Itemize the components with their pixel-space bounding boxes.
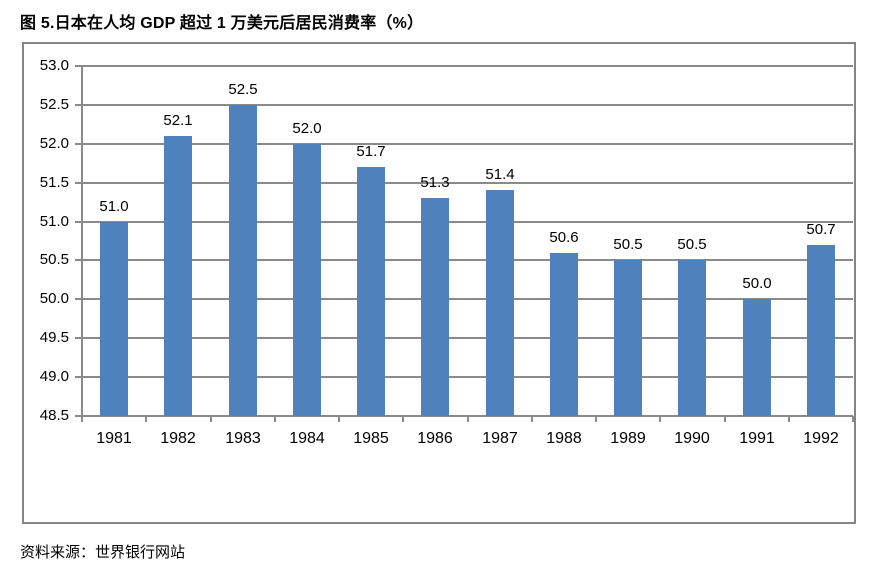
x-axis-tick (338, 416, 340, 422)
x-axis-label-1988: 1988 (546, 430, 582, 447)
x-axis-label-1986: 1986 (417, 430, 453, 447)
y-axis-label: 51.5 (39, 174, 69, 191)
gridline (82, 376, 853, 378)
x-axis-tick (210, 416, 212, 422)
y-axis-tick (75, 221, 82, 223)
x-axis-tick (595, 416, 597, 422)
bar-1988 (550, 253, 578, 416)
x-axis-label-1992: 1992 (803, 430, 839, 447)
y-axis-label: 53.0 (39, 57, 69, 74)
bar-1986 (421, 198, 449, 416)
y-axis-tick (75, 65, 82, 67)
data-label-1988: 50.6 (549, 229, 579, 246)
x-axis-tick (145, 416, 147, 422)
x-axis-label-1983: 1983 (225, 430, 261, 447)
y-axis-label: 50.0 (39, 290, 69, 307)
data-label-1986: 51.3 (420, 174, 450, 191)
x-axis-label-1989: 1989 (610, 430, 646, 447)
data-label-1982: 52.1 (163, 112, 193, 129)
data-label-1985: 51.7 (356, 143, 386, 160)
x-axis-tick (659, 416, 661, 422)
data-label-1984: 52.0 (292, 120, 322, 137)
bar-1990 (678, 260, 706, 416)
y-axis-tick (75, 182, 82, 184)
gridline (82, 337, 853, 339)
y-axis-label: 52.0 (39, 135, 69, 152)
y-axis-tick (75, 376, 82, 378)
chart-title: 图 5.日本在人均 GDP 超过 1 万美元后居民消费率（%） (20, 15, 424, 32)
gridline (82, 143, 853, 145)
y-axis-line (81, 66, 83, 416)
bar-1982 (164, 136, 192, 416)
data-label-1987: 51.4 (485, 166, 515, 183)
x-axis-tick (531, 416, 533, 422)
data-label-1991: 50.0 (742, 275, 772, 292)
bar-1985 (357, 167, 385, 416)
data-label-1989: 50.5 (613, 236, 643, 253)
data-label-1981: 51.0 (99, 198, 129, 215)
gridline (82, 65, 853, 67)
bar-1983 (229, 105, 257, 416)
x-axis-label-1985: 1985 (353, 430, 389, 447)
y-axis-label: 50.5 (39, 251, 69, 268)
y-axis-tick (75, 104, 82, 106)
x-axis-tick (788, 416, 790, 422)
x-axis-label-1987: 1987 (482, 430, 518, 447)
bar-1992 (807, 245, 835, 416)
data-label-1990: 50.5 (677, 236, 707, 253)
gridline (82, 298, 853, 300)
data-label-1992: 50.7 (806, 221, 836, 238)
x-axis-tick (402, 416, 404, 422)
bar-1989 (614, 260, 642, 416)
y-axis-label: 51.0 (39, 213, 69, 230)
x-axis-tick (467, 416, 469, 422)
bar-1981 (100, 222, 128, 416)
x-axis-label-1984: 1984 (289, 430, 325, 447)
data-label-1983: 52.5 (228, 81, 258, 98)
x-axis-line (75, 415, 853, 417)
chart-frame: 48.5 49.0 49.5 50.0 50.5 51.0 51.5 52.0 52.5 53.0… (22, 42, 856, 524)
gridline (82, 221, 853, 223)
y-axis-tick (75, 143, 82, 145)
x-axis-tick (81, 416, 83, 422)
x-axis-label-1981: 1981 (96, 430, 132, 447)
x-axis-tick (274, 416, 276, 422)
source-note: 资料来源：世界银行网站 (20, 544, 186, 561)
gridline (82, 104, 853, 106)
y-axis-label: 49.0 (39, 368, 69, 385)
y-axis-tick (75, 298, 82, 300)
x-axis-tick (852, 416, 854, 422)
y-axis-tick (75, 337, 82, 339)
gridline (82, 182, 853, 184)
bar-1991 (743, 299, 771, 416)
y-axis-label: 48.5 (39, 407, 69, 424)
x-axis-label-1990: 1990 (674, 430, 710, 447)
x-axis-label-1982: 1982 (160, 430, 196, 447)
x-axis-label-1991: 1991 (739, 430, 775, 447)
bar-1984 (293, 144, 321, 416)
y-axis-tick (75, 259, 82, 261)
y-axis-label: 52.5 (39, 96, 69, 113)
bar-1987 (486, 190, 514, 416)
gridline (82, 259, 853, 261)
y-axis-label: 49.5 (39, 329, 69, 346)
x-axis-tick (724, 416, 726, 422)
